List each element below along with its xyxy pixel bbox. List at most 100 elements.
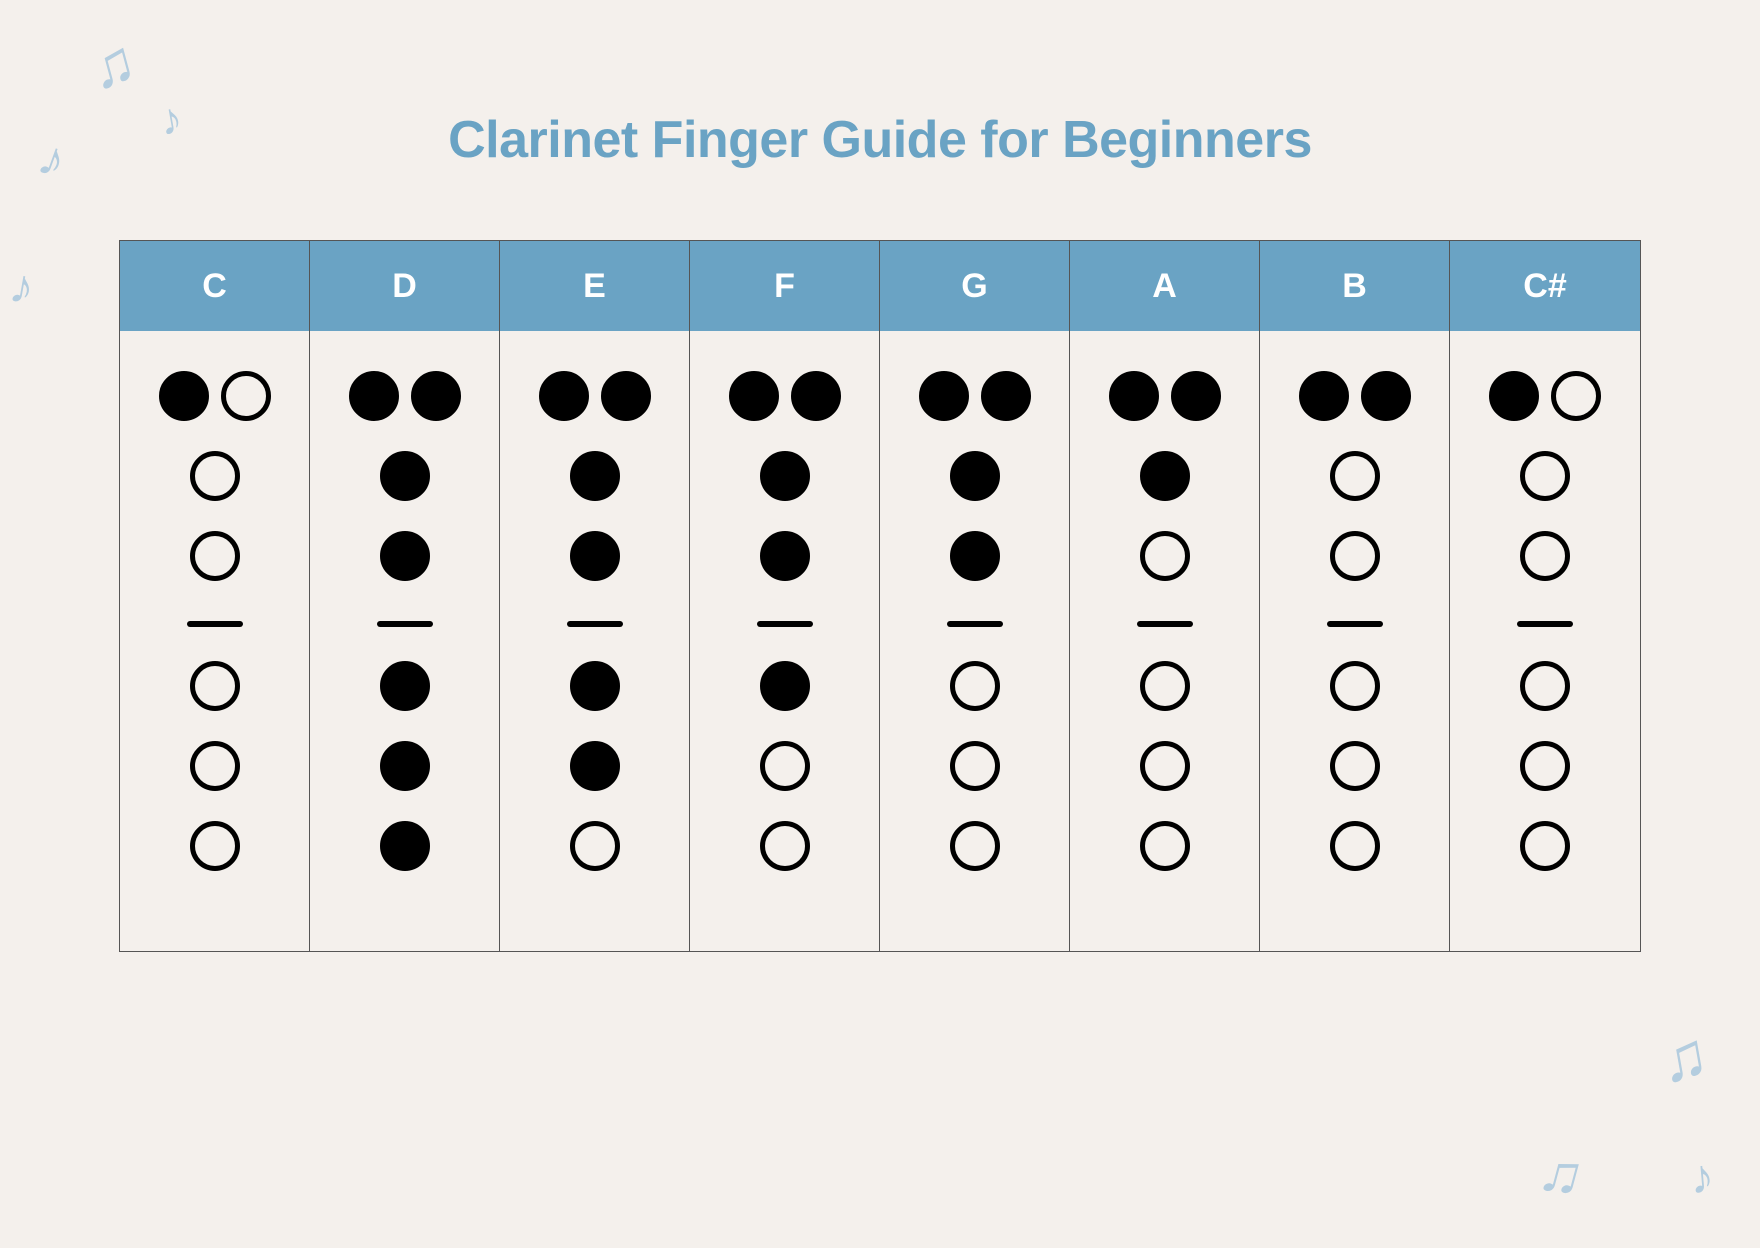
hole-open xyxy=(760,741,810,791)
thumb-row xyxy=(1489,371,1601,421)
note-column: C# xyxy=(1450,241,1640,951)
hole-open xyxy=(1330,531,1380,581)
hole-open xyxy=(1140,661,1190,711)
hole-open xyxy=(950,741,1000,791)
music-note-icon: ♫ xyxy=(1654,1016,1714,1097)
note-header: G xyxy=(880,241,1069,331)
hole-closed xyxy=(1109,371,1159,421)
music-note-icon: ♪ xyxy=(5,258,38,316)
hand-divider xyxy=(1137,621,1193,627)
music-note-icon: ♪ xyxy=(1688,1149,1717,1206)
note-column: A xyxy=(1070,241,1260,951)
hole-open xyxy=(760,821,810,871)
hole-closed xyxy=(791,371,841,421)
note-body xyxy=(120,331,309,951)
hole-closed xyxy=(570,531,620,581)
music-note-icon: ♫ xyxy=(1532,1136,1591,1212)
hole-open xyxy=(1330,661,1380,711)
note-header: C xyxy=(120,241,309,331)
hole-open xyxy=(190,451,240,501)
hand-divider xyxy=(757,621,813,627)
thumb-row xyxy=(159,371,271,421)
hole-closed xyxy=(981,371,1031,421)
page-title: Clarinet Finger Guide for Beginners xyxy=(0,0,1760,170)
hole-closed xyxy=(570,741,620,791)
note-column: C xyxy=(120,241,310,951)
hole-open xyxy=(190,661,240,711)
hole-closed xyxy=(380,741,430,791)
hole-open xyxy=(1551,371,1601,421)
hole-open xyxy=(1140,821,1190,871)
note-body xyxy=(310,331,499,951)
note-header: B xyxy=(1260,241,1449,331)
hole-closed xyxy=(729,371,779,421)
hole-closed xyxy=(159,371,209,421)
note-body xyxy=(1260,331,1449,951)
hole-closed xyxy=(1489,371,1539,421)
hole-closed xyxy=(950,451,1000,501)
thumb-row xyxy=(539,371,651,421)
hole-open xyxy=(1330,741,1380,791)
hole-open xyxy=(570,821,620,871)
hole-closed xyxy=(380,531,430,581)
note-column: E xyxy=(500,241,690,951)
hole-closed xyxy=(380,451,430,501)
thumb-row xyxy=(1109,371,1221,421)
note-header: E xyxy=(500,241,689,331)
hole-open xyxy=(1520,661,1570,711)
hole-closed xyxy=(760,451,810,501)
note-column: B xyxy=(1260,241,1450,951)
hole-open xyxy=(1520,741,1570,791)
hole-closed xyxy=(570,661,620,711)
note-body xyxy=(1070,331,1259,951)
hole-closed xyxy=(1299,371,1349,421)
hole-closed xyxy=(380,821,430,871)
hand-divider xyxy=(567,621,623,627)
hole-closed xyxy=(1361,371,1411,421)
thumb-row xyxy=(1299,371,1411,421)
hole-closed xyxy=(570,451,620,501)
hole-closed xyxy=(760,531,810,581)
note-header: C# xyxy=(1450,241,1640,331)
hole-closed xyxy=(349,371,399,421)
hand-divider xyxy=(1517,621,1573,627)
hole-closed xyxy=(380,661,430,711)
hole-open xyxy=(190,821,240,871)
hole-closed xyxy=(1171,371,1221,421)
thumb-row xyxy=(729,371,841,421)
note-body xyxy=(690,331,879,951)
hole-open xyxy=(1520,451,1570,501)
hand-divider xyxy=(947,621,1003,627)
hole-open xyxy=(950,661,1000,711)
hole-closed xyxy=(1140,451,1190,501)
fingering-chart: CDEFGABC# xyxy=(119,240,1641,952)
hole-open xyxy=(1330,821,1380,871)
hole-closed xyxy=(539,371,589,421)
note-column: D xyxy=(310,241,500,951)
hole-open xyxy=(1520,821,1570,871)
hole-open xyxy=(1140,531,1190,581)
note-body xyxy=(500,331,689,951)
hole-open xyxy=(190,741,240,791)
hole-open xyxy=(1520,531,1570,581)
note-header: F xyxy=(690,241,879,331)
note-body xyxy=(880,331,1069,951)
note-body xyxy=(1450,331,1640,951)
hole-closed xyxy=(950,531,1000,581)
hole-closed xyxy=(760,661,810,711)
hole-open xyxy=(190,531,240,581)
note-header: A xyxy=(1070,241,1259,331)
hand-divider xyxy=(187,621,243,627)
note-header: D xyxy=(310,241,499,331)
note-column: F xyxy=(690,241,880,951)
hole-open xyxy=(950,821,1000,871)
thumb-row xyxy=(349,371,461,421)
hole-open xyxy=(221,371,271,421)
hole-open xyxy=(1330,451,1380,501)
note-column: G xyxy=(880,241,1070,951)
hole-closed xyxy=(919,371,969,421)
hand-divider xyxy=(377,621,433,627)
hand-divider xyxy=(1327,621,1383,627)
hole-open xyxy=(1140,741,1190,791)
hole-closed xyxy=(601,371,651,421)
